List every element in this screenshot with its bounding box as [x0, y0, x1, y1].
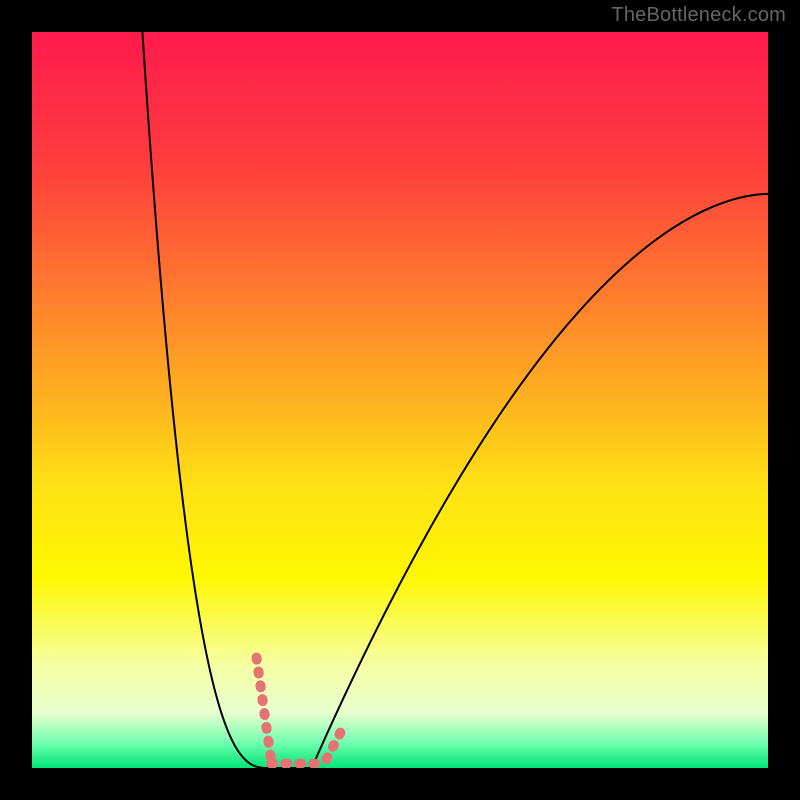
bottleneck-chart	[32, 32, 768, 768]
watermark-label: TheBottleneck.com	[611, 4, 786, 27]
plot-background	[32, 32, 768, 768]
chart-frame: TheBottleneck.com	[0, 0, 800, 800]
